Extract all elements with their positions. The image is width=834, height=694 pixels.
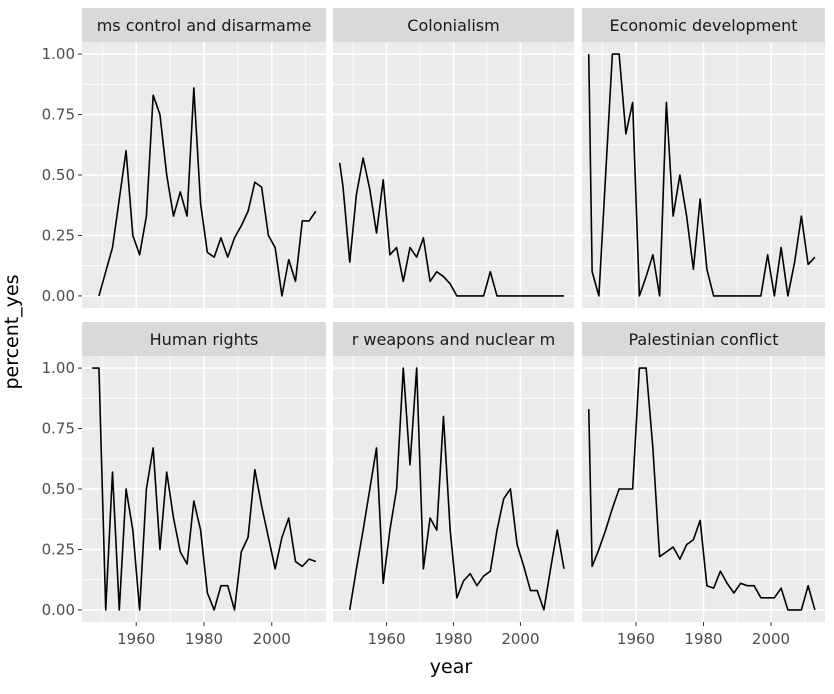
facet-strip-background: [333, 8, 574, 42]
y-tick-label: 0.25: [42, 540, 75, 558]
x-tick-label: 1980: [434, 630, 472, 648]
series-line: [587, 53, 816, 297]
facet-panel: Economic development: [582, 8, 825, 308]
series-line: [587, 367, 816, 611]
facet-strip: Economic development: [582, 8, 825, 42]
facet-strip-background: [82, 322, 326, 356]
series-line: [338, 157, 564, 297]
facet-panel: ms control and disarmame: [82, 8, 326, 308]
facet-strip-title: Human rights: [150, 330, 259, 349]
facet-strip-background: [333, 322, 574, 356]
x-tick-label: 1980: [185, 630, 223, 648]
facet-panel: Palestinian conflict: [582, 322, 825, 622]
y-tick-label: 0.00: [42, 601, 75, 619]
facet-strip-title: ms control and disarmame: [97, 16, 312, 35]
facet-strip-title: r weapons and nuclear m: [352, 330, 556, 349]
facet-strip-title: Colonialism: [407, 16, 499, 35]
facet-panel: r weapons and nuclear m: [333, 322, 574, 622]
y-tick-label: 0.50: [42, 480, 75, 498]
series-line: [98, 87, 317, 297]
facet-strip-background: [582, 8, 825, 42]
facet-strip: Palestinian conflict: [582, 322, 825, 356]
facet-strip: ms control and disarmame: [82, 8, 326, 42]
axes: 0.00 0.25 0.50 0.75 1.00 0.00 0.25 0.50 0.75 1.00…: [42, 45, 791, 648]
series-line: [348, 367, 565, 611]
y-tick-label: 0.75: [42, 106, 75, 124]
y-tick-label: 0.25: [42, 226, 75, 244]
x-tick-label: 1960: [117, 630, 155, 648]
facet-panels: ms control and disarmame Colonialism Econo…: [82, 8, 825, 622]
facet-panel: Human rights: [82, 322, 326, 622]
y-tick-label: 0.75: [42, 420, 75, 438]
x-tick-label: 1980: [684, 630, 722, 648]
series-line: [92, 367, 317, 611]
x-tick-label: 1960: [617, 630, 655, 648]
facet-strip-background: [582, 322, 825, 356]
x-tick-label: 1960: [367, 630, 405, 648]
y-tick-label: 1.00: [42, 359, 75, 377]
facet-strip-background: [82, 8, 326, 42]
facet-panel: Colonialism: [333, 8, 574, 308]
facet-strip-title: Economic development: [609, 16, 797, 35]
x-tick-label: 2000: [501, 630, 539, 648]
x-tick-label: 2000: [752, 630, 790, 648]
facet-strip: r weapons and nuclear m: [333, 322, 574, 356]
y-tick-label: 0.00: [42, 287, 75, 305]
x-axis-title: year: [430, 656, 473, 678]
facet-strip-title: Palestinian conflict: [628, 330, 778, 349]
facet-strip: Human rights: [82, 322, 326, 356]
facet-strip: Colonialism: [333, 8, 574, 42]
y-axis-title: percent_yes: [1, 274, 23, 389]
y-tick-label: 0.50: [42, 166, 75, 184]
x-tick-label: 2000: [253, 630, 291, 648]
y-tick-label: 1.00: [42, 45, 75, 63]
